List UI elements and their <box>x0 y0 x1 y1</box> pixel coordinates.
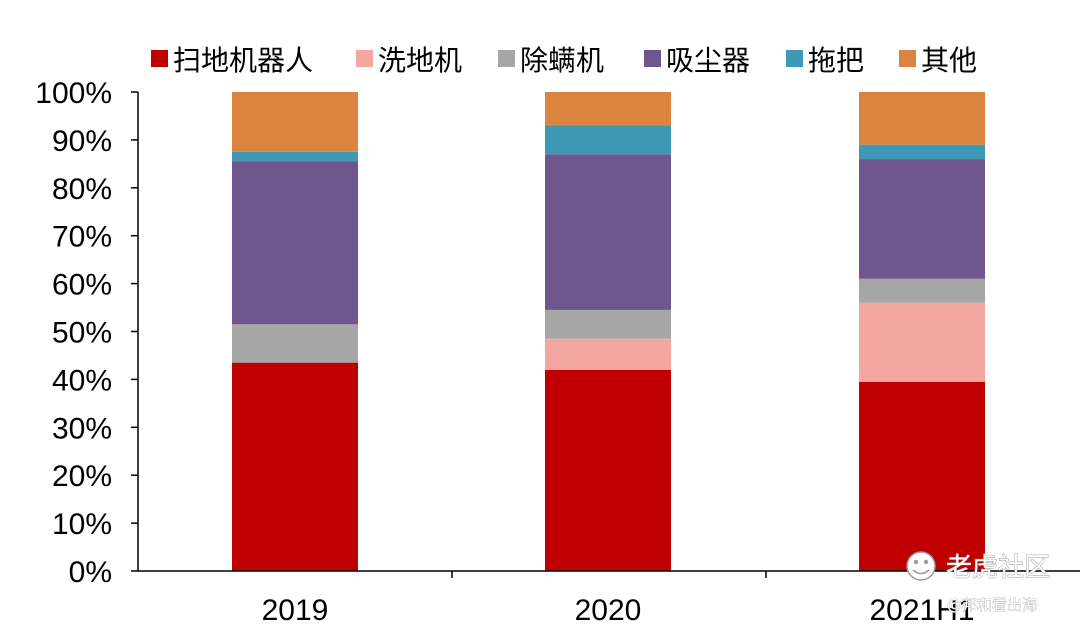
legend: 扫地机器人 洗地机 除螨机 吸尘器 拖把 其他 <box>151 44 977 77</box>
bar-segment-2021H1-洗地机 <box>859 302 985 382</box>
y-tick-label: 20% <box>52 460 112 493</box>
legend-item-吸尘器: 吸尘器 <box>644 44 750 77</box>
bar-segment-2019-除螨机 <box>232 324 358 363</box>
watermark: 老虎社区 @邦和看出海 <box>906 551 1050 614</box>
legend-item-其他: 其他 <box>899 44 977 77</box>
x-tick-label: 2021H1 <box>869 594 974 627</box>
y-tick-label: 30% <box>52 412 112 445</box>
legend-swatch <box>786 50 803 67</box>
legend-swatch <box>151 50 168 67</box>
y-axis: 0% 10% 20% 30% 40% 50% 60% 70% 80% 90% 100% <box>35 77 139 589</box>
y-tick-label: 90% <box>52 125 112 158</box>
legend-label: 其他 <box>921 44 977 77</box>
legend-swatch <box>356 50 373 67</box>
x-axis: 2019 2020 2021H1 <box>138 570 1080 627</box>
watermark-sub-text: @邦和看出海 <box>947 596 1037 614</box>
tiger-logo-icon <box>906 551 936 581</box>
bar-segment-2019-扫地机器人 <box>232 362 358 571</box>
y-tick-label: 40% <box>52 364 112 397</box>
legend-swatch <box>899 50 916 67</box>
bar-segment-2021H1-除螨机 <box>859 278 985 303</box>
bar-segment-2020-扫地机器人 <box>545 369 671 571</box>
bar-segment-2019-吸尘器 <box>232 161 358 325</box>
x-tick-label: 2020 <box>575 594 642 627</box>
plot-area <box>232 92 985 571</box>
legend-label: 拖把 <box>808 44 864 77</box>
y-tick-label: 10% <box>52 508 112 541</box>
bar-segment-2020-除螨机 <box>545 309 671 339</box>
legend-item-洗地机: 洗地机 <box>356 44 462 77</box>
legend-item-除螨机: 除螨机 <box>498 44 604 77</box>
bar-group-2019 <box>232 92 358 571</box>
legend-label: 洗地机 <box>378 44 462 77</box>
bar-segment-2019-其他 <box>232 92 358 152</box>
y-tick-label: 60% <box>52 269 112 302</box>
bar-segment-2021H1-其他 <box>859 92 985 145</box>
bar-segment-2021H1-扫地机器人 <box>859 381 985 571</box>
x-tick-label: 2019 <box>262 594 329 627</box>
y-tick-label: 80% <box>52 173 112 206</box>
bar-segment-2020-拖把 <box>545 125 671 155</box>
y-tick-label: 0% <box>69 556 112 589</box>
watermark-main-text: 老虎社区 <box>946 553 1050 583</box>
legend-item-扫地机器人: 扫地机器人 <box>151 44 313 77</box>
legend-label: 扫地机器人 <box>173 44 313 77</box>
y-tick-label: 70% <box>52 221 112 254</box>
y-tick-label: 50% <box>52 317 112 350</box>
legend-label: 吸尘器 <box>666 44 750 77</box>
y-tick-label: 100% <box>35 77 112 110</box>
bar-segment-2019-拖把 <box>232 151 358 162</box>
bar-group-2020 <box>545 92 671 571</box>
bar-segment-2020-其他 <box>545 92 671 126</box>
bar-segment-2020-洗地机 <box>545 338 671 370</box>
bar-segment-2020-吸尘器 <box>545 154 671 310</box>
legend-item-拖把: 拖把 <box>786 44 864 77</box>
bar-segment-2021H1-吸尘器 <box>859 159 985 279</box>
legend-label: 除螨机 <box>520 44 604 77</box>
legend-swatch <box>644 50 661 67</box>
legend-swatch <box>498 50 515 67</box>
bar-segment-2021H1-拖把 <box>859 144 985 160</box>
bar-group-2021H1 <box>859 92 985 571</box>
